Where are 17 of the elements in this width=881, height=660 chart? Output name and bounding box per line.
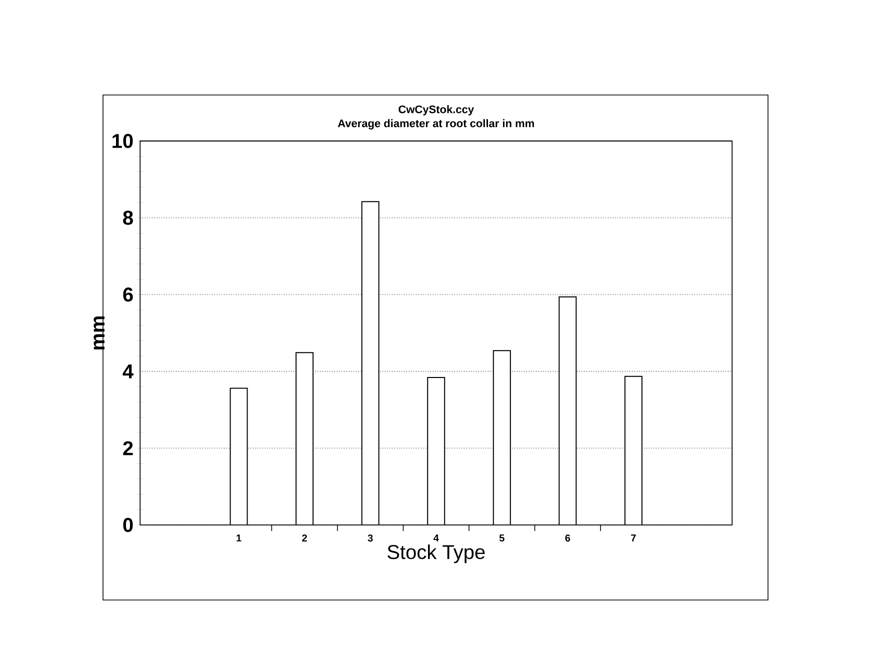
y-tick-label: 10 bbox=[112, 134, 133, 148]
y-tick-label: 8 bbox=[123, 210, 133, 225]
x-axis-title: Stock Type bbox=[388, 544, 485, 564]
x-tick-label: 1 bbox=[236, 534, 242, 542]
x-tick-label: 7 bbox=[631, 534, 636, 542]
y-tick-label: 2 bbox=[123, 441, 133, 456]
y-tick-label: 6 bbox=[123, 288, 133, 302]
x-tick-label: 2 bbox=[302, 534, 307, 542]
chart-title: CwCyStok.ccy bbox=[398, 105, 474, 116]
x-tick-label: 3 bbox=[368, 534, 373, 542]
x-tick-label: 6 bbox=[565, 534, 570, 542]
x-tick-label: 4 bbox=[433, 534, 439, 542]
x-tick-label: 5 bbox=[499, 534, 504, 542]
y-axis-title: mm bbox=[94, 316, 104, 350]
y-tick-label: 4 bbox=[122, 364, 134, 378]
y-tick-label: 0 bbox=[123, 518, 133, 532]
chart-subtitle: Average diameter at root collar in mm bbox=[338, 119, 534, 130]
